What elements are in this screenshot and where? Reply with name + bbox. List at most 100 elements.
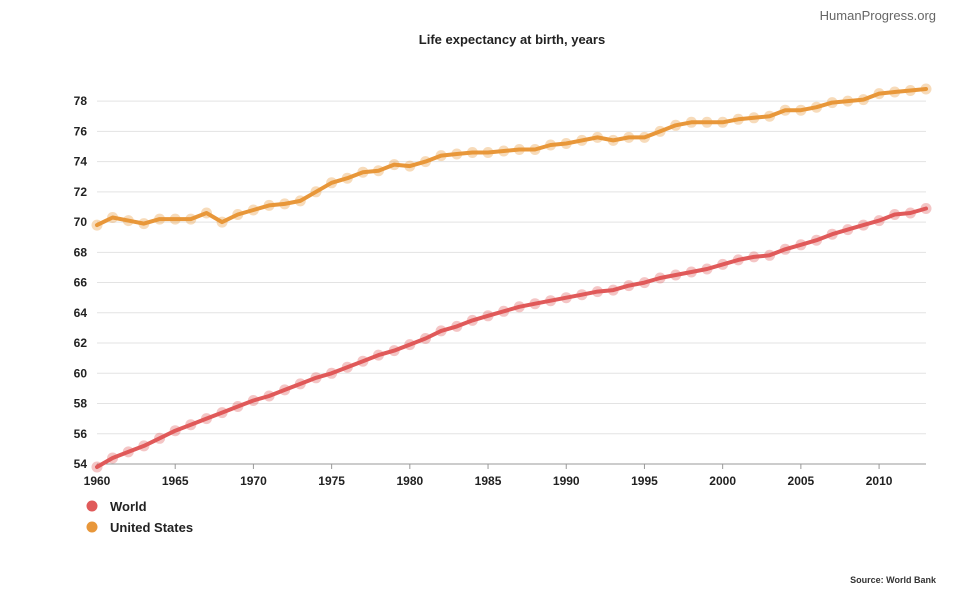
data-point-world — [201, 413, 212, 425]
data-point-united-states — [435, 150, 447, 162]
data-point-united-states — [498, 145, 510, 157]
series-world — [91, 203, 932, 473]
data-point-world — [310, 372, 322, 384]
data-point-united-states — [201, 207, 212, 219]
data-point-united-states — [185, 213, 197, 225]
data-point-united-states — [889, 86, 901, 98]
x-tick-label: 1990 — [553, 474, 580, 488]
y-tick-label: 62 — [74, 336, 88, 350]
y-tick-label: 66 — [74, 276, 88, 290]
data-point-world — [811, 234, 822, 246]
data-point-world — [685, 266, 697, 278]
data-point-world — [138, 440, 150, 452]
data-point-world — [169, 425, 181, 437]
data-point-united-states — [701, 116, 713, 128]
data-point-united-states — [107, 212, 119, 223]
data-point-world — [889, 209, 901, 220]
y-tick-label: 56 — [74, 427, 88, 441]
y-tick-label: 68 — [74, 245, 88, 259]
data-point-united-states — [357, 166, 369, 178]
data-point-world — [873, 215, 885, 227]
data-point-united-states — [592, 131, 603, 143]
data-point-united-states — [216, 216, 228, 228]
x-tick-label: 2010 — [866, 474, 893, 488]
series-line-world — [95, 206, 928, 469]
data-point-world — [154, 432, 166, 444]
data-point-world — [373, 349, 384, 361]
series-united-states — [91, 83, 932, 231]
legend-marker-united-states — [86, 521, 98, 533]
data-point-world — [107, 452, 119, 464]
data-point-united-states — [294, 195, 306, 207]
data-point-world — [904, 207, 916, 219]
data-point-world — [560, 292, 572, 304]
data-point-united-states — [388, 159, 400, 171]
data-point-united-states — [842, 95, 854, 107]
data-point-united-states — [404, 160, 416, 172]
watermark: HumanProgress.org — [819, 8, 936, 23]
data-point-united-states — [654, 125, 666, 137]
data-point-united-states — [420, 156, 431, 168]
data-point-united-states — [326, 177, 338, 189]
x-tick-label: 1995 — [631, 474, 658, 488]
data-point-world — [404, 339, 416, 351]
series-line-united-states — [95, 87, 928, 228]
y-tick-label: 74 — [74, 155, 88, 169]
x-tick-label: 1965 — [162, 474, 189, 488]
data-point-world — [185, 419, 197, 431]
y-tick-label: 78 — [74, 94, 88, 108]
data-point-world — [857, 219, 869, 231]
data-point-world — [91, 461, 103, 473]
data-point-united-states — [263, 199, 275, 211]
data-point-united-states — [279, 198, 291, 210]
data-point-world — [639, 277, 650, 289]
data-point-united-states — [560, 138, 572, 149]
data-point-world — [498, 305, 510, 317]
data-point-world — [607, 284, 619, 296]
data-point-world — [279, 384, 291, 396]
data-point-united-states — [466, 147, 478, 158]
data-point-united-states — [764, 110, 776, 122]
data-point-world — [670, 269, 682, 281]
x-axis: 1960 1965 1970 1975 1980 1985 1990 1995 2000 2005… — [84, 464, 893, 488]
y-tick-label: 70 — [74, 215, 88, 229]
data-point-world — [779, 243, 791, 255]
data-point-united-states — [607, 134, 619, 146]
data-point-united-states — [451, 148, 463, 160]
data-point-world — [545, 295, 557, 307]
grid-lines — [97, 100, 926, 465]
data-point-united-states — [670, 119, 682, 131]
x-tick-label: 1960 — [84, 474, 111, 488]
y-tick-label: 58 — [74, 397, 88, 411]
data-point-united-states — [232, 209, 244, 220]
data-point-united-states — [779, 104, 791, 116]
data-point-united-states — [513, 144, 525, 155]
data-point-world — [388, 345, 400, 357]
data-point-united-states — [482, 147, 494, 158]
x-tick-label: 2000 — [709, 474, 736, 488]
data-point-united-states — [529, 144, 541, 155]
data-point-world — [247, 395, 259, 406]
data-point-world — [592, 286, 603, 298]
data-point-united-states — [732, 113, 744, 125]
data-point-united-states — [826, 97, 838, 109]
data-point-united-states — [748, 112, 760, 124]
data-point-world — [576, 289, 588, 301]
data-point-world — [294, 378, 306, 390]
data-point-world — [795, 239, 807, 251]
data-point-world — [529, 298, 541, 310]
data-point-world — [357, 355, 369, 367]
data-point-united-states — [247, 204, 259, 216]
y-axis: 54 56 58 60 62 64 66 68 70 72 74 76 78 — [74, 94, 88, 471]
data-point-world — [701, 263, 713, 275]
x-tick-label: 1985 — [475, 474, 502, 488]
y-tick-label: 72 — [74, 185, 88, 199]
data-point-world — [764, 249, 776, 261]
data-point-united-states — [904, 85, 916, 96]
data-point-world — [263, 390, 275, 402]
data-point-united-states — [545, 139, 557, 151]
data-point-united-states — [310, 186, 322, 198]
data-point-world — [732, 254, 744, 266]
data-point-united-states — [623, 131, 635, 143]
source-note: Source: World Bank — [850, 575, 936, 585]
